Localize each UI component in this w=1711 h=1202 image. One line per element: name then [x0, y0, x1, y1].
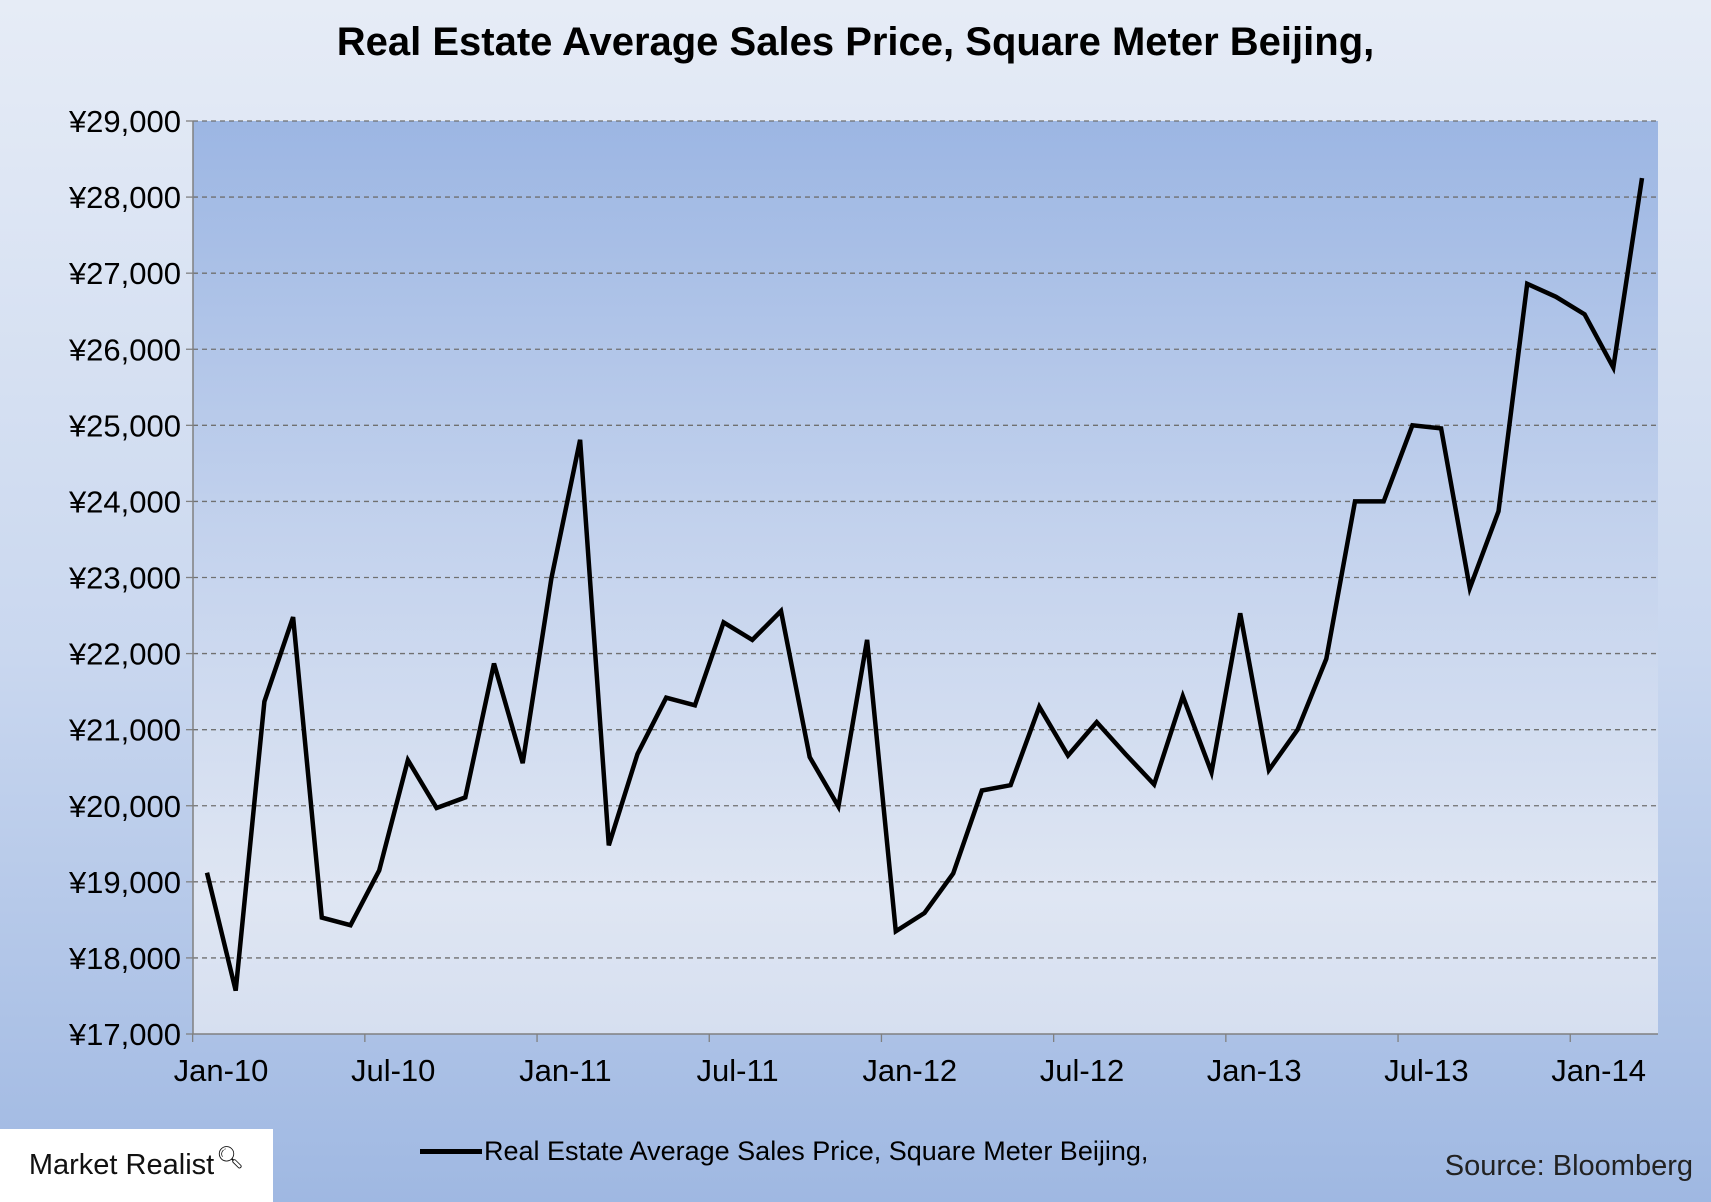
y-tick-label: ¥22,000	[68, 637, 181, 672]
y-tick-label: ¥18,000	[68, 941, 181, 976]
legend: Real Estate Average Sales Price, Square …	[420, 1136, 1148, 1167]
x-tick-label: Jan-14	[1551, 1053, 1646, 1088]
y-tick-label: ¥28,000	[68, 180, 181, 215]
x-tick-label: Jan-10	[174, 1053, 269, 1088]
x-tick-label: Jan-11	[519, 1053, 612, 1088]
y-tick-label: ¥26,000	[68, 332, 181, 367]
legend-label: Real Estate Average Sales Price, Square …	[484, 1136, 1149, 1166]
chart-title: Real Estate Average Sales Price, Square …	[336, 20, 1375, 64]
legend-line-swatch	[420, 1149, 482, 1154]
y-tick-label: ¥19,000	[68, 865, 181, 900]
logo: Market Realist 🔍︎	[0, 1129, 273, 1202]
source-note: Source: Bloomberg	[1444, 1150, 1693, 1182]
magnifier-chart-icon: 🔍︎	[216, 1144, 245, 1170]
x-tick-label: Jul-13	[1384, 1053, 1468, 1088]
x-tick-label: Jan-13	[1207, 1053, 1302, 1088]
y-tick-label: ¥27,000	[68, 256, 181, 291]
x-tick-label: Jul-12	[1040, 1053, 1124, 1088]
x-tick-label: Jul-11	[697, 1053, 779, 1088]
y-tick-label: ¥17,000	[68, 1017, 181, 1052]
y-tick-label: ¥29,000	[68, 104, 181, 139]
y-tick-label: ¥23,000	[68, 561, 181, 596]
y-tick-label: ¥24,000	[68, 484, 181, 519]
y-tick-label: ¥21,000	[68, 713, 181, 748]
logo-text: Market Realist	[28, 1149, 215, 1181]
x-tick-label: Jul-10	[351, 1053, 435, 1088]
y-tick-label: ¥20,000	[68, 789, 181, 824]
x-tick-label: Jan-12	[862, 1053, 957, 1088]
y-tick-label: ¥25,000	[68, 408, 181, 443]
